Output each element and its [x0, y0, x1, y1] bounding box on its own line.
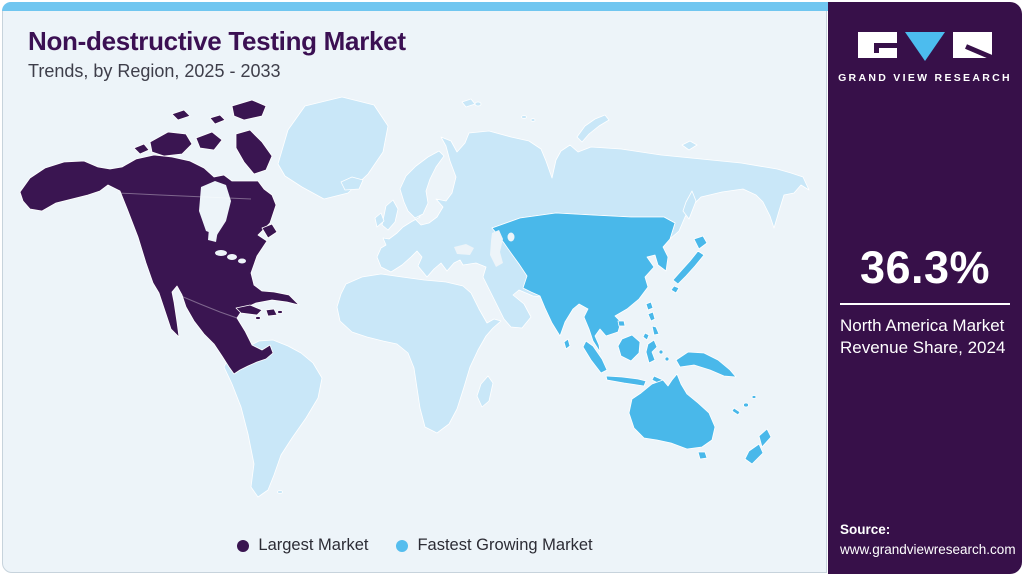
legend-label-fastest: Fastest Growing Market — [417, 536, 593, 554]
page-title: Non-destructive Testing Market — [28, 26, 406, 56]
region-north-america — [19, 99, 300, 375]
fastest-growing-dot-icon — [396, 539, 409, 552]
source-url: www.grandviewresearch.com — [840, 541, 1016, 557]
water-bodies — [199, 181, 515, 267]
legend: Largest Market Fastest Growing Market — [2, 536, 828, 555]
world-map — [0, 90, 830, 530]
stat-value: 36.3% — [859, 242, 991, 293]
gvr-logo: GRAND VIEW RESEARCH — [828, 32, 1022, 84]
source-block: Source: www.grandviewresearch.com — [840, 520, 1016, 561]
legend-item-fastest: Fastest Growing Market — [396, 536, 593, 555]
largest-market-dot-icon — [237, 539, 250, 552]
region-asia-pacific — [491, 212, 772, 465]
header: Non-destructive Testing Market Trends, b… — [28, 26, 406, 82]
gvr-logo-marks — [858, 32, 992, 62]
brand-name: GRAND VIEW RESEARCH — [838, 72, 1012, 84]
stat-divider — [840, 303, 1010, 305]
accent-bar — [2, 2, 828, 11]
source-label: Source: — [840, 521, 891, 537]
stat-caption: North America Market Revenue Share, 2024 — [840, 316, 1006, 358]
logo-r-icon — [953, 32, 992, 58]
legend-label-largest: Largest Market — [258, 536, 369, 554]
stat-block: 36.3% North America Market Revenue Share… — [840, 242, 1010, 360]
legend-item-largest: Largest Market — [237, 536, 368, 555]
region-rest-of-world — [223, 96, 810, 498]
logo-v-icon — [905, 32, 945, 61]
country-borders — [117, 192, 252, 319]
logo-g-icon — [858, 32, 897, 58]
sidebar: GRAND VIEW RESEARCH 36.3% North America … — [828, 2, 1022, 574]
page-subtitle: Trends, by Region, 2025 - 2033 — [28, 61, 281, 81]
